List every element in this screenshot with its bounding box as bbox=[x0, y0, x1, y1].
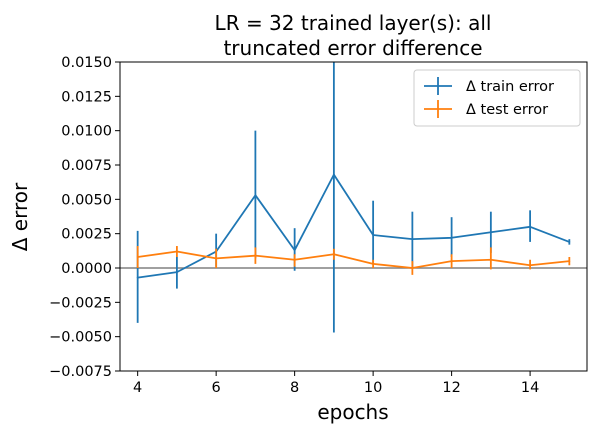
y-tick-label-5: 0.0050 bbox=[61, 192, 112, 208]
series-0-point-5 bbox=[332, 173, 335, 176]
series-1-point-0 bbox=[136, 256, 139, 258]
series-1-point-8 bbox=[450, 260, 453, 263]
series-1-point-6 bbox=[372, 262, 375, 265]
x-tick-label-3: 10 bbox=[364, 380, 382, 396]
series-1-point-7 bbox=[411, 267, 414, 269]
series-0-point-11 bbox=[568, 241, 571, 243]
series-0-point-9 bbox=[489, 231, 492, 234]
legend-label-1: Δ test error bbox=[466, 102, 548, 118]
y-tick-label-6: 0.0075 bbox=[61, 158, 112, 174]
y-tick-label-4: 0.0025 bbox=[61, 227, 112, 243]
series-1-line bbox=[137, 250, 570, 269]
series-0-point-1 bbox=[176, 271, 178, 274]
series-0-point-8 bbox=[450, 236, 453, 239]
series-1-point-11 bbox=[568, 260, 571, 263]
legend-box bbox=[413, 69, 581, 127]
series-1-point-1 bbox=[176, 250, 178, 253]
series-0-point-4 bbox=[293, 249, 296, 252]
y-axis: −0.0075 −0.0050 −0.0025 0.0000 0.0025 0.0050 0… bbox=[49, 55, 120, 380]
series-layer bbox=[136, 62, 571, 333]
plot-frame bbox=[119, 61, 588, 372]
y-tick-label-8: 0.0125 bbox=[61, 89, 112, 105]
y-tick-label-0: −0.0075 bbox=[49, 364, 112, 380]
legend-entry-0: Δ train error bbox=[424, 77, 554, 95]
series-1-point-9 bbox=[489, 258, 492, 261]
y-tick-label-1: −0.0050 bbox=[49, 330, 112, 346]
legend: Δ train error Δ test error bbox=[413, 69, 581, 127]
series-1 bbox=[136, 246, 571, 275]
y-tick-label-2: −0.0025 bbox=[49, 295, 112, 311]
series-1-point-2 bbox=[215, 257, 218, 260]
series-1-point-3 bbox=[254, 254, 257, 257]
legend-label-0: Δ train error bbox=[466, 79, 554, 95]
series-0-point-0 bbox=[136, 276, 139, 279]
y-tick-label-7: 0.0100 bbox=[61, 124, 112, 140]
series-0-point-3 bbox=[254, 194, 257, 197]
x-tick-label-1: 6 bbox=[212, 380, 221, 396]
chart-title-line-1: LR = 32 trained layer(s): all bbox=[215, 11, 492, 35]
series-0-point-10 bbox=[529, 225, 531, 228]
chart-title-line-2: truncated error difference bbox=[223, 36, 482, 60]
x-tick-label-5: 14 bbox=[521, 380, 539, 396]
x-tick-label-2: 8 bbox=[290, 380, 299, 396]
series-1-point-4 bbox=[293, 258, 296, 261]
series-1-point-10 bbox=[529, 264, 531, 267]
x-axis: 4 6 8 10 12 14 bbox=[133, 371, 539, 396]
y-axis-label: Δ error bbox=[8, 182, 32, 251]
series-1-point-5 bbox=[332, 253, 335, 256]
series-0-point-6 bbox=[372, 234, 375, 236]
series-0-point-7 bbox=[411, 238, 414, 241]
x-tick-label-0: 4 bbox=[133, 380, 142, 396]
x-tick-label-4: 12 bbox=[442, 380, 460, 396]
y-tick-label-3: 0.0000 bbox=[61, 261, 112, 277]
x-axis-label: epochs bbox=[317, 400, 388, 424]
series-0-line bbox=[137, 173, 570, 279]
y-tick-label-9: 0.0150 bbox=[61, 55, 112, 71]
chart-title: LR = 32 trained layer(s): all truncated … bbox=[215, 11, 492, 60]
legend-entry-1: Δ test error bbox=[424, 100, 548, 118]
